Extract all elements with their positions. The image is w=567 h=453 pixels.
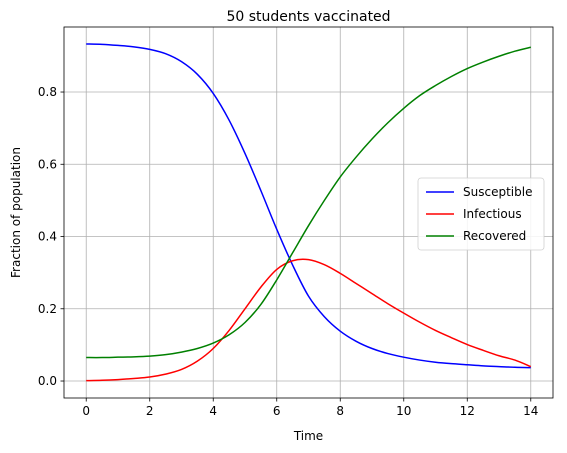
plot-frame — [63, 26, 554, 399]
x-tick-label: 0 — [82, 404, 90, 418]
y-tick-label: 0.8 — [38, 85, 57, 99]
x-tick-label: 8 — [336, 404, 344, 418]
legend-label-infectious: Infectious — [463, 207, 522, 221]
y-tick-label: 0.2 — [38, 302, 57, 316]
y-axis-label: Fraction of population — [9, 147, 23, 278]
legend-label-recovered: Recovered — [463, 229, 526, 243]
chart-title: 50 students vaccinated — [226, 9, 390, 25]
x-tick-label: 4 — [209, 404, 217, 418]
x-tick-label: 6 — [273, 404, 281, 418]
series-line-recovered — [86, 46, 531, 359]
x-tick-label: 12 — [460, 404, 475, 418]
series-line-susceptible — [86, 43, 531, 369]
x-tick-label: 14 — [523, 404, 538, 418]
legend: Susceptible Infectious Recovered — [417, 177, 545, 251]
y-tick-label: 0.0 — [38, 374, 57, 388]
x-tick-label: 10 — [396, 404, 411, 418]
y-tick-label: 0.4 — [38, 230, 57, 244]
x-tick-label: 2 — [146, 404, 154, 418]
x-axis-label: Time — [293, 429, 323, 443]
legend-label-susceptible: Susceptible — [463, 185, 532, 199]
series-line-infectious — [86, 258, 532, 382]
legend-box — [417, 177, 545, 251]
y-tick-label: 0.6 — [38, 157, 57, 171]
